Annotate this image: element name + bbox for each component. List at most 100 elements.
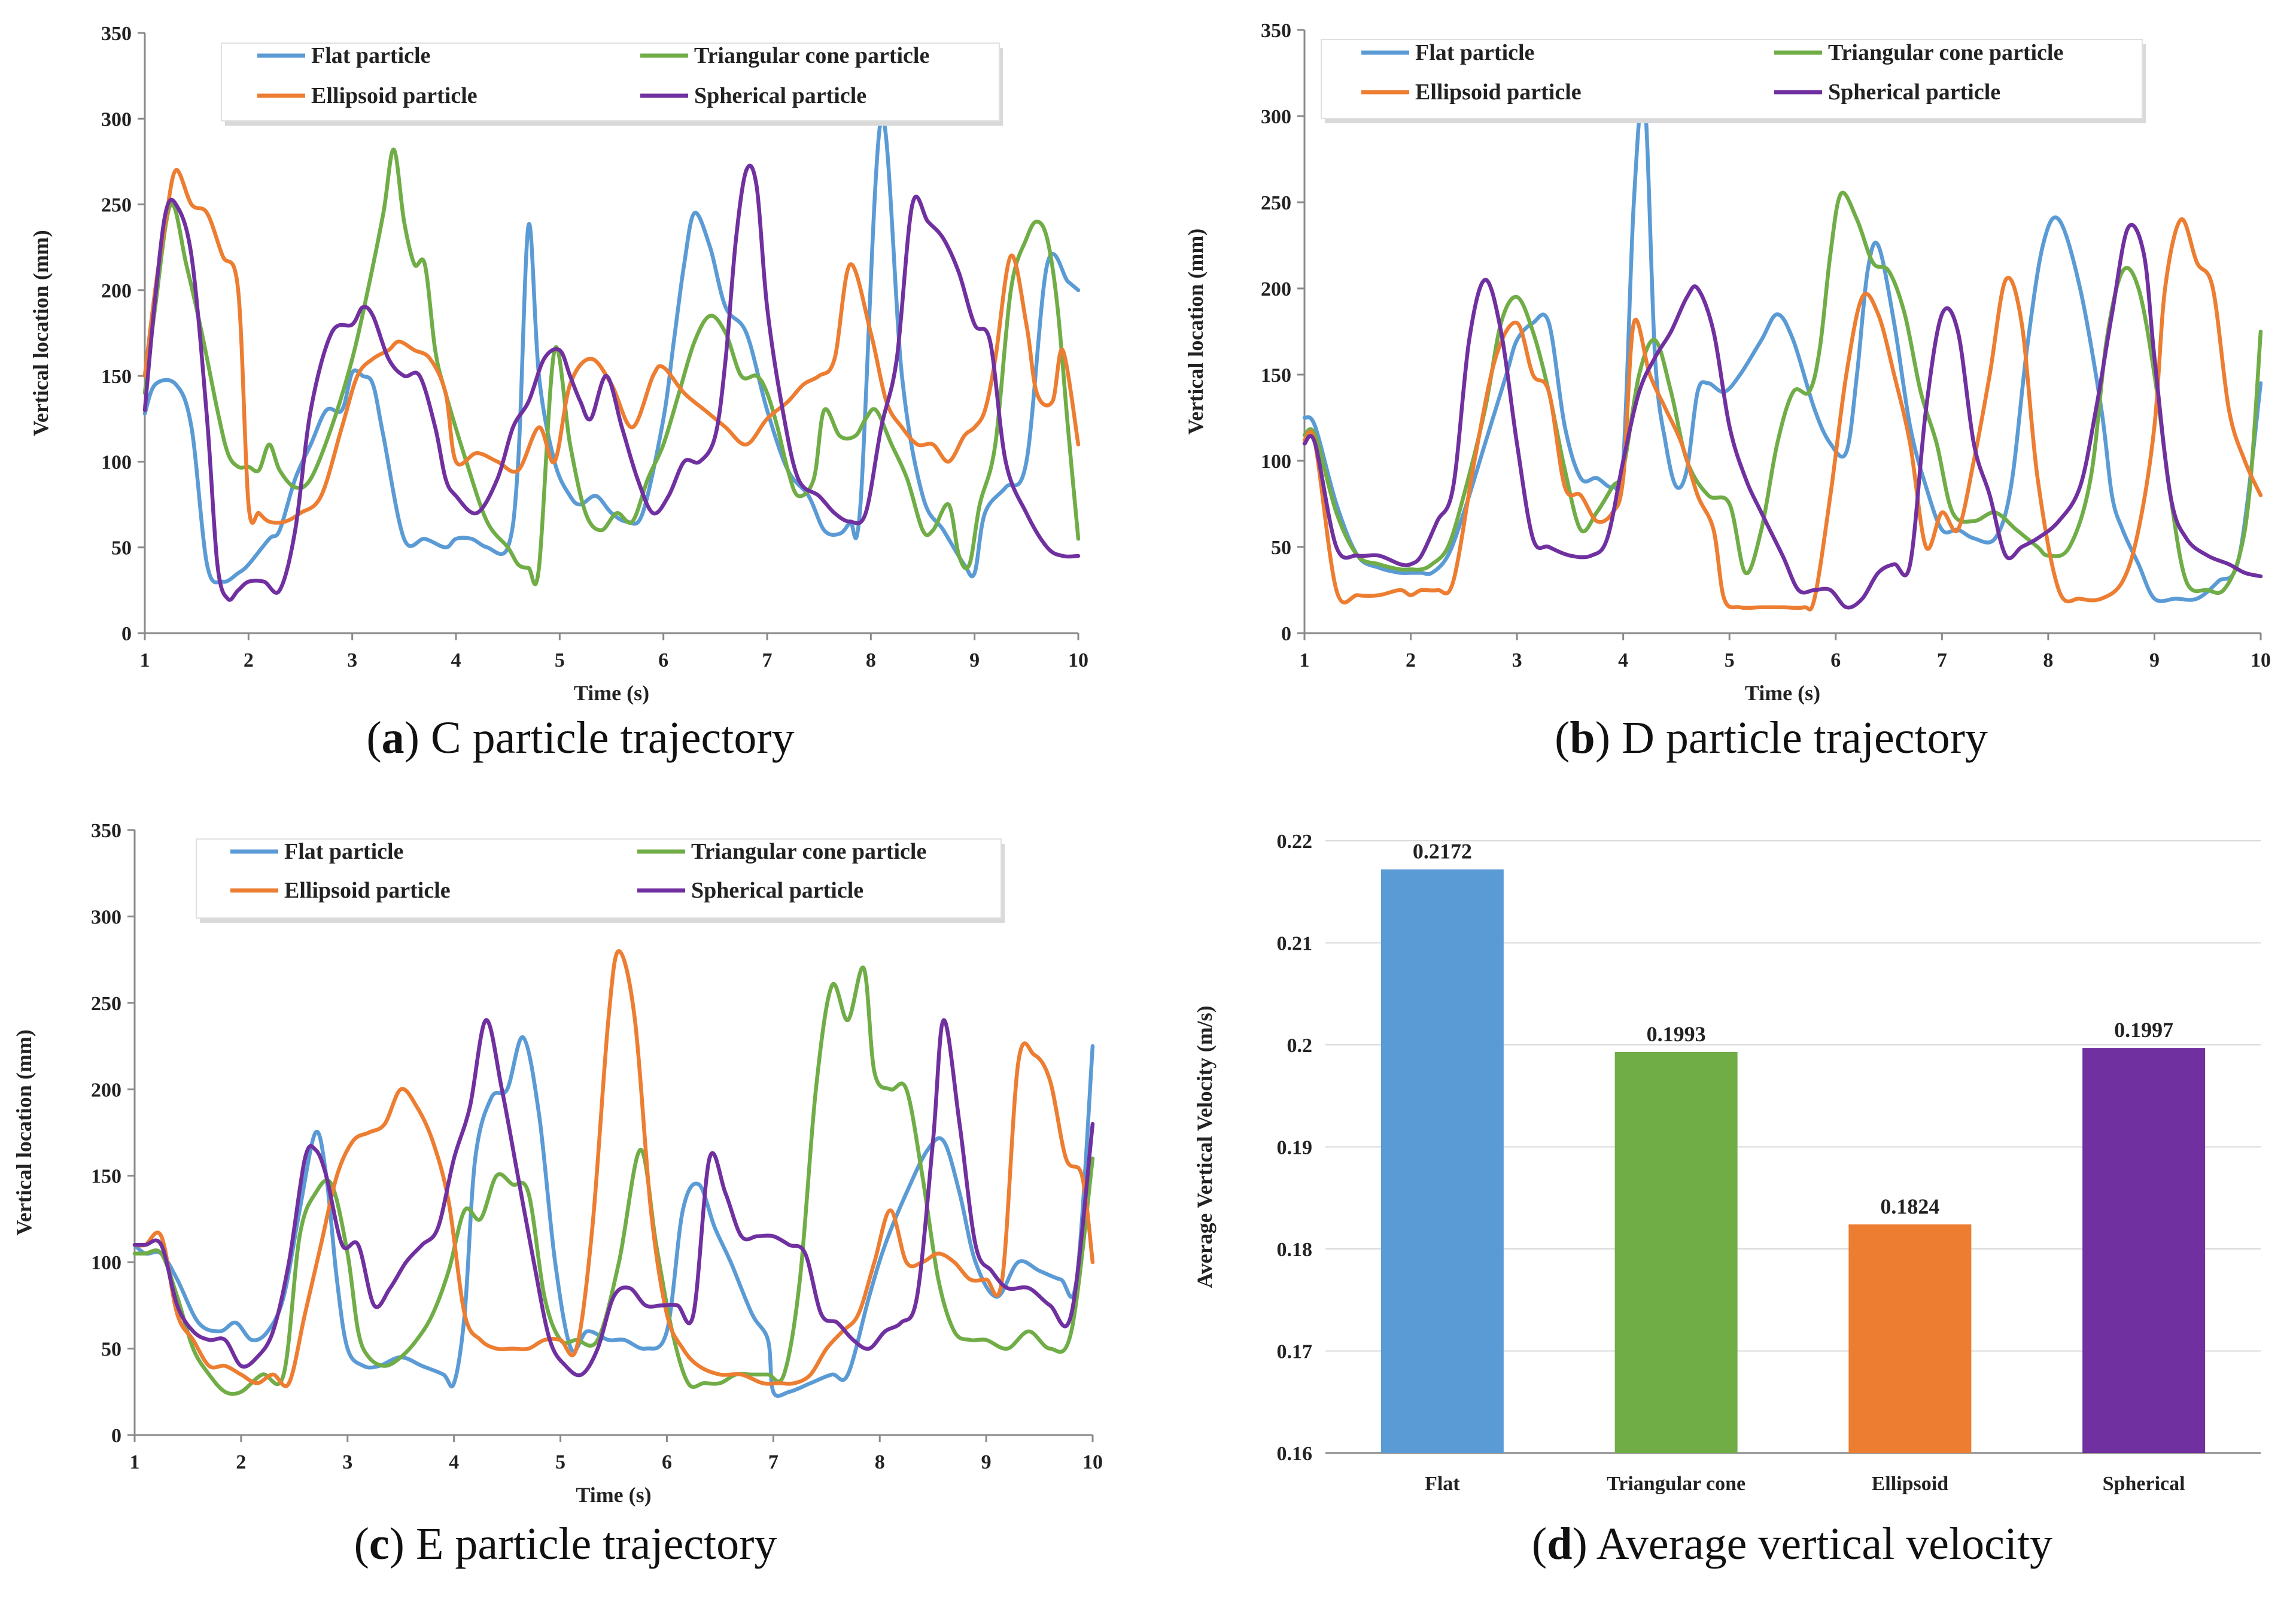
x-tick-label: 10 [1082, 1451, 1103, 1473]
series-flat-line [1302, 91, 2263, 603]
y-axis-label: Vertical location (mm) [1184, 229, 1208, 435]
bar-triangular-cone-value-label: 0.1993 [1647, 1022, 1706, 1046]
y-tick-label: 0.19 [1277, 1137, 1313, 1159]
caption-paren-open: ( [1555, 713, 1570, 763]
bar-flat-value-label: 0.2172 [1413, 840, 1472, 864]
x-axis-label: Time (s) [1745, 681, 1820, 705]
caption-text: D particle trajectory [1622, 713, 1988, 763]
series-flat-line [132, 1035, 1095, 1398]
caption-letter: d [1547, 1519, 1572, 1569]
legend-ellipsoid-label: Ellipsoid particle [1415, 80, 1582, 105]
bar-flat-category-label: Flat [1425, 1473, 1460, 1495]
x-tick-label: 5 [555, 1451, 565, 1473]
y-tick-label: 100 [101, 451, 132, 473]
y-tick-label: 0.16 [1277, 1443, 1313, 1465]
series-ellipsoid-line [142, 168, 1081, 525]
legend-triangular-cone-label: Triangular cone particle [1828, 40, 2063, 65]
caption-paren-open: ( [366, 713, 381, 763]
x-tick-label: 2 [1406, 649, 1416, 671]
x-tick-label: 2 [236, 1451, 246, 1473]
x-tick-label: 10 [2251, 649, 2271, 671]
y-tick-label: 0 [121, 623, 132, 645]
y-tick-label: 250 [101, 194, 132, 217]
legend-flat-label: Flat particle [284, 839, 403, 864]
x-tick-label: 5 [1725, 649, 1735, 671]
caption-letter: c [369, 1519, 390, 1569]
y-axis-label: Vertical location (mm) [29, 230, 53, 436]
caption: (b) D particle trajectory [1555, 713, 1988, 763]
x-tick-label: 6 [658, 649, 668, 671]
x-tick-label: 4 [1618, 649, 1628, 671]
y-tick-label: 0.21 [1277, 933, 1313, 955]
y-tick-label: 0.17 [1277, 1341, 1313, 1363]
y-axis-label: Average Vertical Velocity (m/s) [1193, 1005, 1217, 1288]
caption-paren-open: ( [1532, 1519, 1547, 1569]
x-tick-label: 3 [347, 649, 357, 671]
y-axis-label: Vertical location (mm) [12, 1029, 36, 1236]
x-tick-label: 9 [2149, 649, 2160, 671]
chart-c-trajectory-e: 0 50 100 150 200 250 300 350 1 2 3 4 5 6 7 8 9 10 Time (s)… [12, 820, 1103, 1569]
x-tick-label: 4 [451, 649, 461, 671]
y-tick-label: 0.18 [1277, 1239, 1313, 1261]
bar-spherical-value-label: 0.1997 [2114, 1018, 2173, 1042]
x-tick-label: 9 [981, 1451, 992, 1473]
y-tick-label: 200 [101, 280, 132, 302]
y-tick-label: 250 [1261, 192, 1291, 214]
x-tick-label: 5 [555, 649, 565, 671]
x-tick-label: 7 [762, 649, 773, 671]
x-tick-label: 3 [1512, 649, 1522, 671]
y-tick-label: 0.22 [1277, 831, 1313, 853]
caption: (d) Average vertical velocity [1532, 1519, 2052, 1569]
caption-paren-close: ) [405, 713, 431, 763]
x-tick-label: 4 [449, 1451, 459, 1473]
x-tick-label: 8 [875, 1451, 885, 1473]
legend-triangular-cone-label: Triangular cone particle [694, 43, 929, 68]
chart-a-trajectory-c: 0 50 100 150 200 250 300 350 1 2 3 4 5 6 7 8 9 10 Time (s)… [29, 23, 1088, 763]
y-tick-label: 300 [1261, 106, 1291, 128]
y-tick-label: 50 [111, 537, 132, 560]
legend-triangular-cone-label: Triangular cone particle [691, 839, 926, 864]
x-tick-label: 9 [969, 649, 980, 671]
chart-d-average-velocity: 0.16 0.17 0.18 0.19 0.2 0.21 0.22 0.2172 Flat 0.1… [1193, 831, 2261, 1569]
legend-ellipsoid-label: Ellipsoid particle [284, 878, 451, 903]
caption-text: C particle trajectory [431, 713, 795, 763]
bar-ellipsoid [1848, 1224, 1972, 1453]
y-tick-label: 150 [101, 366, 132, 388]
legend-spherical-label: Spherical particle [691, 878, 863, 903]
legend-box [196, 838, 1002, 919]
y-tick-label: 300 [91, 906, 121, 928]
caption: (a) C particle trajectory [366, 713, 794, 763]
series-triangular-cone-line [132, 965, 1095, 1396]
legend-spherical-label: Spherical particle [1828, 80, 2000, 105]
y-tick-label: 350 [101, 23, 132, 45]
bar-triangular-cone-category-label: Triangular cone [1607, 1473, 1745, 1495]
caption-paren-close: ) [1595, 713, 1622, 763]
y-tick-label: 50 [101, 1339, 121, 1361]
x-tick-label: 1 [140, 649, 150, 671]
x-tick-label: 10 [1068, 649, 1088, 671]
legend-flat-label: Flat particle [1415, 40, 1534, 65]
y-tick-label: 350 [91, 820, 121, 842]
x-tick-label: 1 [1300, 649, 1310, 671]
caption-letter: a [382, 713, 405, 763]
y-tick-label: 150 [91, 1166, 121, 1188]
x-tick-label: 6 [1830, 649, 1841, 671]
x-axis-label: Time (s) [574, 681, 649, 705]
y-tick-label: 50 [1271, 537, 1291, 559]
bar-ellipsoid-category-label: Ellipsoid [1872, 1473, 1949, 1495]
bar-flat [1380, 869, 1504, 1453]
caption-text: Average vertical velocity [1596, 1519, 2052, 1569]
caption-paren-open: ( [354, 1519, 369, 1569]
y-tick-label: 250 [91, 993, 121, 1015]
bar-ellipsoid-value-label: 0.1824 [1880, 1194, 1939, 1218]
caption-paren-close: ) [390, 1519, 416, 1569]
series-ellipsoid-line [1302, 217, 2263, 612]
x-tick-label: 7 [1937, 649, 1947, 671]
y-tick-label: 100 [91, 1252, 121, 1274]
y-tick-label: 0 [111, 1425, 121, 1447]
legend-ellipsoid-label: Ellipsoid particle [311, 83, 478, 108]
chart-b-trajectory-d: 0 50 100 150 200 250 300 350 1 2 3 4 5 6 7 8 9 10 Time (s)… [1184, 20, 2271, 763]
caption-letter: b [1570, 713, 1595, 763]
x-tick-label: 2 [244, 649, 254, 671]
